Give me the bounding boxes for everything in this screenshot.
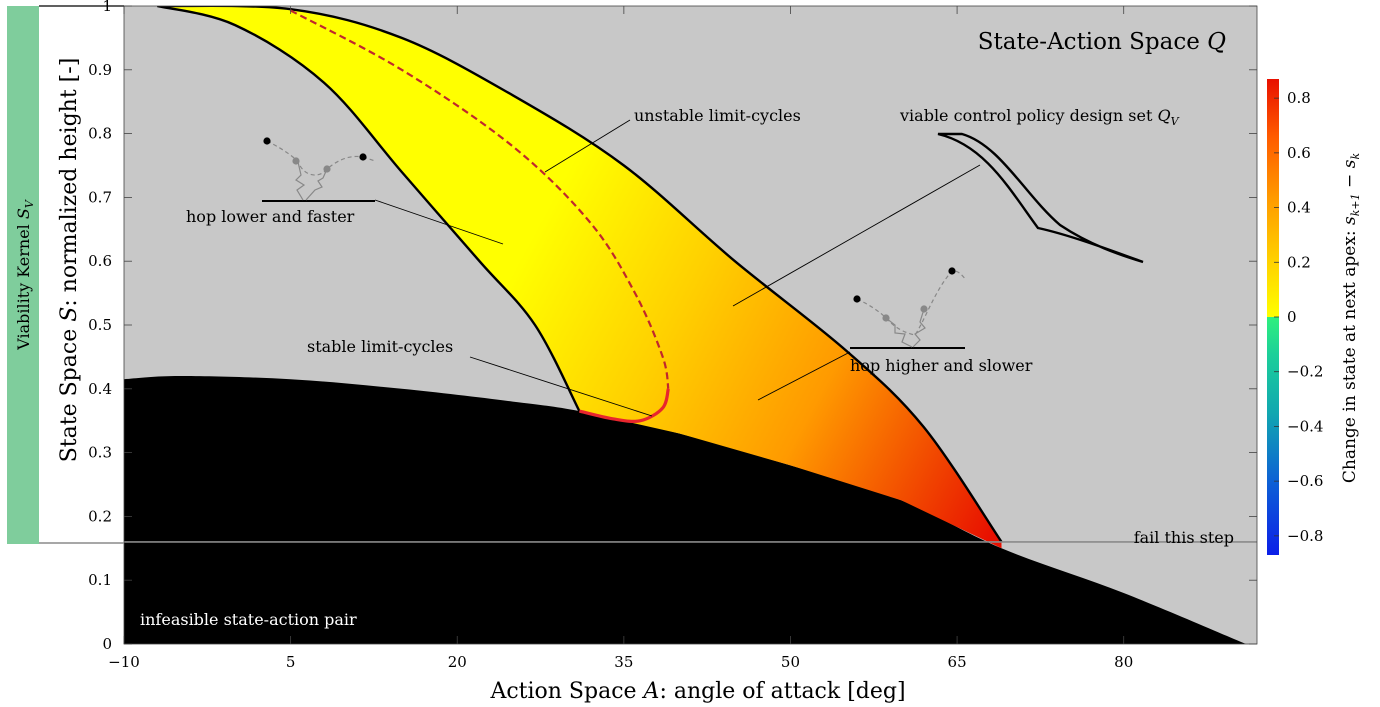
y-tick-label: 0.4 <box>88 380 112 398</box>
unstable-limit-cycle-line <box>290 9 670 389</box>
y-tick-label: 0.7 <box>88 188 112 206</box>
colorbar-tick-label: −0.2 <box>1287 363 1323 381</box>
hop-lower-pictogram <box>262 137 376 202</box>
annotation-infeasible: infeasible state-action pair <box>140 610 357 629</box>
leader-lower <box>374 199 504 245</box>
y-tick-label: 0.1 <box>88 571 112 589</box>
annotation-higher: hop higher and slower <box>850 356 1033 375</box>
y-tick-label: 0.2 <box>88 507 112 525</box>
viable-set-outline <box>157 6 1003 543</box>
policy-set-icon <box>937 132 1144 264</box>
x-tick-label: −10 <box>108 653 140 671</box>
y-tick-label: 0.8 <box>88 125 112 143</box>
y-tick-label: 0 <box>102 635 112 653</box>
colorbar-tick-label: 0.2 <box>1287 253 1311 271</box>
annotation-fail: fail this step <box>1134 528 1234 547</box>
y-tick-label: 0.5 <box>88 316 112 334</box>
hop-higher-pictogram <box>850 267 967 349</box>
colorbar-label: Change in state at next apex: sk+1 − sk <box>1340 153 1362 484</box>
x-tick-label: 50 <box>781 653 800 671</box>
leader-stable <box>469 356 653 417</box>
x-tick-label: 80 <box>1114 653 1133 671</box>
colorbar-tick-label: −0.8 <box>1287 527 1323 545</box>
y-tick-label: 0.9 <box>88 61 112 79</box>
positive-change-region <box>157 6 1002 549</box>
leader-higher <box>757 351 851 401</box>
viability-kernel-label: Viability Kernel SV <box>14 199 36 351</box>
y-tick-label: 0.6 <box>88 252 112 270</box>
colorbar-tick-label: 0 <box>1287 308 1297 326</box>
x-tick-label: 65 <box>948 653 967 671</box>
annotation-stable: stable limit-cycles <box>307 337 453 356</box>
x-tick-label: 5 <box>286 653 296 671</box>
colorbar <box>1267 79 1279 555</box>
colorbar-tick-label: −0.6 <box>1287 472 1323 490</box>
stable-limit-cycle-line <box>579 388 670 423</box>
x-axis-label: Action Space A: angle of attack [deg] <box>489 679 905 704</box>
x-tick-label: 20 <box>448 653 467 671</box>
y-tick-label: 1 <box>102 0 112 15</box>
annotation-lower: hop lower and faster <box>186 207 355 226</box>
chart-title: State-Action Space Q <box>978 29 1226 55</box>
x-tick-label: 35 <box>614 653 633 671</box>
infeasible-region <box>124 376 1257 644</box>
leader-unstable <box>544 119 631 173</box>
colorbar-tick-label: 0.8 <box>1287 89 1311 107</box>
annotation-policy: viable control policy design set QV <box>899 106 1180 128</box>
colorbar-ticks: −0.8 −0.6 −0.4 −0.2 0 0.2 0.4 0.6 0.8 <box>1274 89 1323 545</box>
colorbar-tick-label: 0.4 <box>1287 199 1311 217</box>
leader-policy <box>732 164 981 307</box>
y-tick-label: 0.3 <box>88 444 112 462</box>
x-axis: −10 5 20 35 50 65 80 <box>108 6 1133 671</box>
colorbar-tick-label: −0.4 <box>1287 417 1323 435</box>
y-axis-label: State Space S: normalized height [-] <box>57 58 82 463</box>
colorbar-tick-label: 0.6 <box>1287 144 1311 162</box>
annotation-unstable: unstable limit-cycles <box>634 106 801 125</box>
y-axis: 0 0.1 0.2 0.3 0.4 0.5 0.6 0.7 0.8 0.9 1 <box>88 0 1257 653</box>
viability-kernel-bar <box>7 6 39 544</box>
